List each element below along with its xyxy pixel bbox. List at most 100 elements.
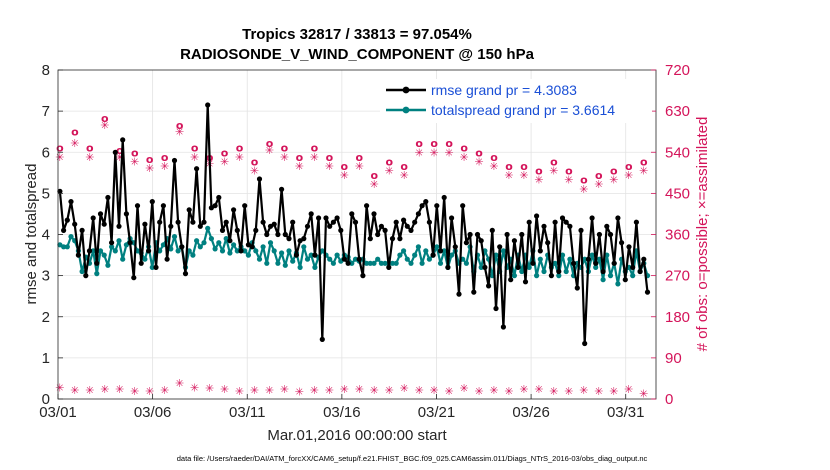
rmse-point — [304, 223, 311, 229]
rmse-point — [79, 227, 85, 233]
obs-point: ✳ — [489, 384, 498, 397]
totalspread-point — [567, 256, 573, 262]
x-tick-label: 03/01 — [39, 404, 77, 421]
obs-point: ✳ — [280, 383, 289, 396]
totalspread-point — [367, 260, 373, 266]
rmse-point — [290, 219, 296, 225]
rmse-point — [563, 219, 569, 225]
rmse-point — [227, 238, 233, 244]
totalspread-point — [312, 264, 318, 270]
totalspread-point — [297, 264, 303, 270]
x-tick-label: 03/16 — [323, 404, 361, 421]
rmse-point — [57, 188, 63, 194]
obs-point: ✳ — [519, 383, 528, 396]
rmse-point — [434, 203, 440, 209]
obs-point: ✳ — [160, 160, 169, 173]
rmse-point — [327, 223, 333, 229]
data-file-footer: data file: /Users/raeder/DAI/ATM_forcXX/… — [177, 454, 648, 463]
obs-point: ✳ — [564, 385, 573, 398]
totalspread-point — [397, 252, 403, 258]
rmse-point — [611, 260, 617, 266]
obs-point: ✳ — [534, 383, 543, 396]
rmse-point — [316, 215, 322, 221]
obs-point: ✳ — [295, 160, 304, 173]
totalspread-point — [607, 273, 614, 279]
rmse-point — [419, 203, 425, 209]
totalspread-point — [64, 244, 70, 250]
obs-point: ✳ — [205, 382, 214, 395]
obs-point: ✳ — [534, 174, 543, 187]
totalspread-point — [327, 256, 333, 262]
obs-point: ✳ — [190, 151, 199, 164]
rmse-point — [260, 219, 266, 225]
totalspread-point — [116, 238, 122, 244]
obs-point: ✳ — [310, 384, 319, 397]
obs-point: ✳ — [594, 385, 603, 398]
obs-point: o — [475, 146, 483, 159]
rmse-point — [319, 336, 325, 342]
obs-point: ✳ — [549, 165, 558, 178]
obs-point: ✳ — [295, 386, 304, 399]
totalspread-point — [419, 260, 425, 266]
obs-point: ✳ — [145, 385, 154, 398]
rmse-point — [94, 260, 100, 266]
obs-point: o — [251, 155, 259, 168]
totalspread-point — [415, 244, 421, 250]
totalspread-point — [511, 273, 517, 279]
totalspread-point — [375, 256, 381, 262]
obs-point: ✳ — [220, 383, 229, 396]
rmse-point — [249, 244, 255, 250]
rmse-point — [64, 217, 70, 223]
rmse-point — [182, 271, 189, 277]
totalspread-point — [319, 248, 325, 254]
obs-point: ✳ — [564, 174, 573, 187]
obs-point: ✳ — [220, 155, 229, 168]
rmse-point — [61, 227, 67, 233]
rmse-point — [157, 219, 163, 225]
rmse-point — [537, 248, 543, 254]
obs-point: ✳ — [594, 178, 603, 191]
totalspread-point — [149, 264, 155, 270]
obs-point: o — [580, 174, 588, 187]
rmse-point — [338, 227, 344, 233]
totalspread-point — [197, 244, 203, 250]
obs-point: ✳ — [115, 383, 124, 396]
rmse-point — [382, 227, 388, 233]
obs-point: ✳ — [250, 165, 259, 178]
rmse-point — [231, 207, 237, 213]
rmse-point — [486, 283, 492, 289]
rmse-point — [168, 223, 174, 229]
obs-point: o — [640, 155, 648, 168]
left-tick-label: 0 — [42, 391, 50, 408]
rmse-point — [378, 223, 384, 229]
obs-point: ✳ — [235, 385, 244, 398]
obs-point: o — [341, 160, 349, 173]
rmse-point — [596, 231, 603, 238]
obs-point: ✳ — [355, 383, 364, 396]
totalspread-point — [304, 256, 311, 262]
totalspread-point — [245, 252, 251, 258]
rmse-point — [644, 289, 651, 295]
obs-point: o — [326, 151, 334, 164]
rmse-point — [101, 221, 107, 227]
rmse-point — [341, 256, 347, 262]
obs-point: ✳ — [430, 146, 439, 159]
obs-point: o — [520, 160, 528, 173]
totalspread-point — [290, 258, 296, 264]
totalspread-point — [231, 242, 237, 248]
obs-point: ✳ — [579, 183, 588, 196]
rmse-point — [408, 227, 414, 233]
rmse-point — [571, 260, 577, 266]
rmse-point — [412, 219, 418, 225]
x-axis-label: Mar.01,2016 00:00:00 start — [267, 427, 447, 444]
totalspread-point — [216, 240, 222, 246]
obs-point: o — [595, 169, 603, 182]
rmse-point — [164, 256, 170, 262]
obs-point: o — [236, 142, 244, 155]
obs-point: o — [610, 165, 618, 178]
totalspread-point — [437, 260, 444, 266]
obs-point: ✳ — [160, 384, 169, 397]
right-tick-label: 450 — [665, 185, 690, 202]
rmse-point — [489, 227, 495, 233]
